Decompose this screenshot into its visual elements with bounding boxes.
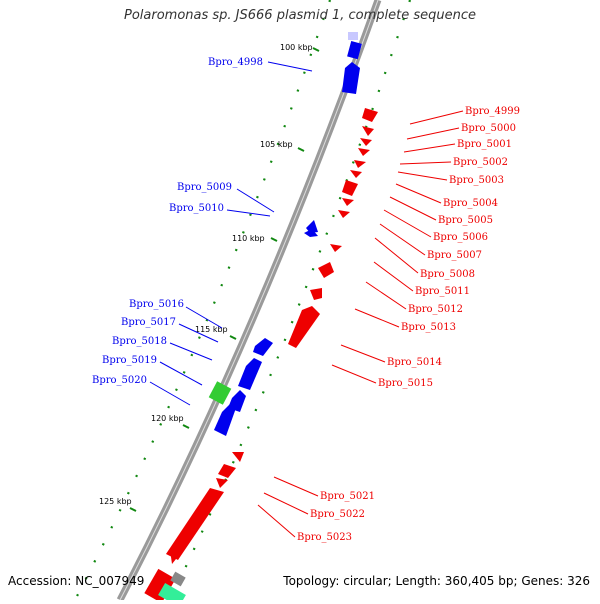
forward-gene-feature [306,220,318,233]
reverse-gene-feature [144,568,176,604]
gene-label-reverse[interactable]: Bpro_5002 [453,157,508,168]
leader-line [257,504,296,538]
leader-line [331,364,377,384]
leader-line [159,361,203,386]
forward-gene-feature [347,40,362,60]
reverse-gene-feature [342,180,358,196]
ruler-label-115kbp: 115 kbp [195,325,228,334]
ruler-tick [129,507,137,512]
ruler-label-105kbp: 105 kbp [260,140,293,149]
reverse-gene-feature [338,210,350,218]
leader-line [389,196,437,221]
ruler-label-120kbp: 120 kbp [151,414,184,423]
gene-label-reverse[interactable]: Bpro_5022 [310,509,365,520]
sequence-summary: Topology: circular; Length: 360,405 bp; … [283,574,590,588]
leader-line [397,171,448,181]
gene-label-forward[interactable]: Bpro_5009 [177,182,232,193]
reverse-gene-feature [362,108,378,122]
gene-label-reverse[interactable]: Bpro_5004 [443,198,498,209]
ruler-tick [297,147,305,152]
leader-line [226,209,271,217]
reverse-gene-feature [288,306,320,348]
forward-gene-feature [348,32,358,40]
reverse-gene-feature [350,170,362,178]
gene-label-forward[interactable]: Bpro_5010 [169,203,224,214]
leader-line [149,381,191,406]
ruler-tick [312,47,320,52]
forward-gene-feature [253,338,273,356]
ruler-tick [229,335,237,340]
reverse-gene-feature [362,126,374,136]
reverse-gene-feature [170,571,186,587]
leader-line [403,143,456,153]
gene-label-reverse[interactable]: Bpro_5015 [378,378,433,389]
reverse-gene-feature [318,262,334,278]
reverse-gene-feature [216,478,228,488]
gene-label-forward[interactable]: Bpro_5017 [121,317,176,328]
leader-line [354,308,400,328]
gene-label-reverse[interactable]: Bpro_5011 [415,286,470,297]
rna-gene-feature [208,381,232,405]
reverse-gene-feature [342,198,354,206]
gene-label-forward[interactable]: Bpro_5018 [112,336,167,347]
leader-line [383,209,432,238]
leader-line [263,492,309,515]
leader-line [365,281,407,310]
gene-label-forward[interactable]: Bpro_4998 [208,57,263,68]
reverse-gene-feature [358,148,370,156]
leader-line [373,261,414,292]
gene-label-reverse[interactable]: Bpro_5005 [438,215,493,226]
leader-line [273,476,319,497]
ruler-tick [182,424,190,429]
leader-line [267,61,313,72]
leader-line [409,110,464,125]
leader-line [169,342,213,361]
forward-gene-feature [342,62,360,94]
gene-label-reverse[interactable]: Bpro_5000 [461,123,516,134]
ruler-label-110kbp: 110 kbp [232,234,265,243]
leader-line [374,237,419,274]
gene-label-reverse[interactable]: Bpro_5006 [433,232,488,243]
accession-label: Accession: NC_007949 [8,574,145,588]
forward-gene-feature [214,404,236,436]
reverse-gene-feature [218,464,236,478]
gene-label-reverse[interactable]: Bpro_5023 [297,532,352,543]
gene-label-reverse[interactable]: Bpro_5013 [401,322,456,333]
reverse-gene-feature [360,138,372,146]
gene-label-reverse[interactable]: Bpro_5007 [427,250,482,261]
leader-line [178,323,219,343]
gene-label-reverse[interactable]: Bpro_4999 [465,106,520,117]
gene-label-reverse[interactable]: Bpro_5021 [320,491,375,502]
forward-gene-feature [304,229,318,237]
ruler-label-100kbp: 100 kbp [280,43,313,52]
gene-label-reverse[interactable]: Bpro_5003 [449,175,504,186]
reverse-gene-feature [232,452,244,462]
leader-line [340,344,386,363]
leader-line [399,161,452,165]
gene-label-reverse[interactable]: Bpro_5008 [420,269,475,280]
gene-label-reverse[interactable]: Bpro_5001 [457,139,512,150]
leader-line [379,223,426,256]
ruler-label-125kbp: 125 kbp [99,497,132,506]
gene-label-reverse[interactable]: Bpro_5014 [387,357,442,368]
reverse-gene-feature [310,288,322,300]
leader-line [395,183,442,204]
ruler-tick [270,237,278,242]
gene-label-reverse[interactable]: Bpro_5012 [408,304,463,315]
leader-line [406,127,460,140]
leader-line [236,188,275,213]
gene-label-forward[interactable]: Bpro_5019 [102,355,157,366]
reverse-gene-feature [330,244,342,252]
reverse-gene-feature [354,160,366,168]
map-title: Polaromonas sp. JS666 plasmid 1, complet… [123,8,476,23]
reverse-gene-feature [166,488,224,560]
gene-label-forward[interactable]: Bpro_5020 [92,375,147,386]
gene-label-forward[interactable]: Bpro_5016 [129,299,184,310]
forward-gene-feature [238,358,262,390]
leader-line [185,306,223,329]
reverse-gene-feature [170,550,180,564]
